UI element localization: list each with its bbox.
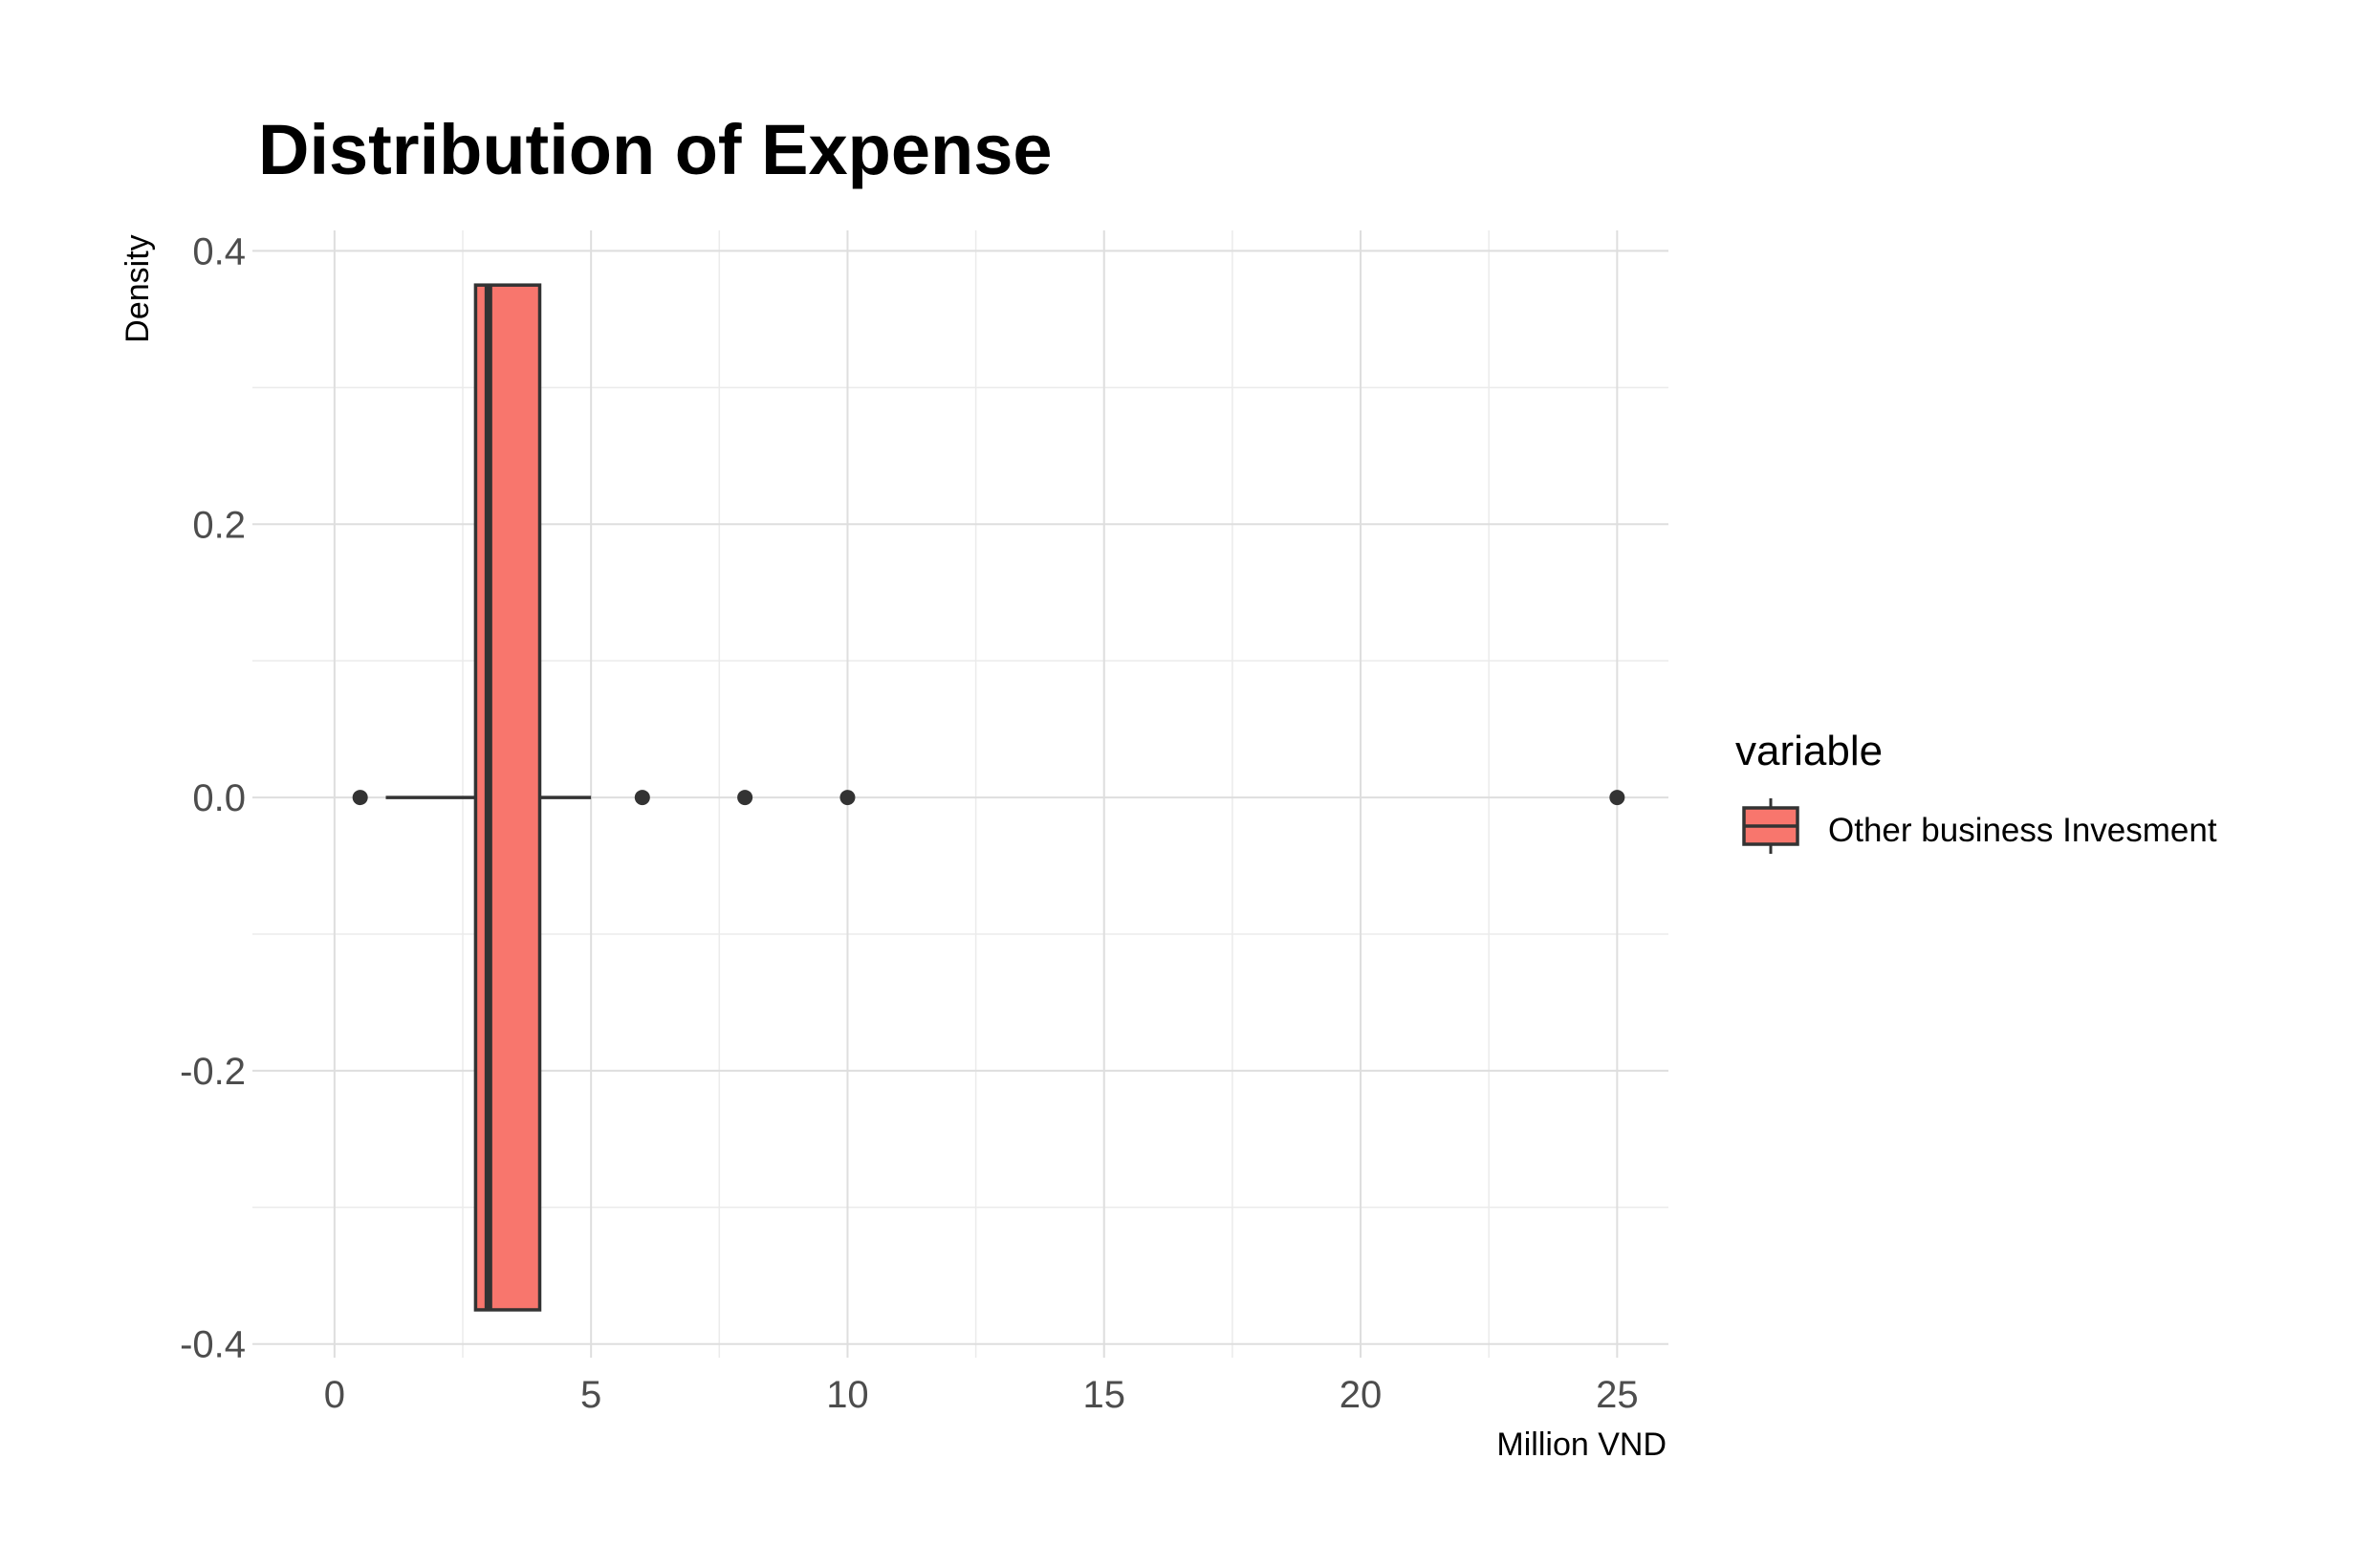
chart-title: Distribution of Expense [258, 110, 1053, 189]
outlier-point [1609, 790, 1625, 806]
legend-key-boxplot-icon [1742, 798, 1799, 854]
x-tick-label: 20 [1340, 1374, 1383, 1416]
y-axis-tick-labels: -0.4 -0.2 0.0 0.2 0.4 [180, 230, 246, 1365]
outlier-point [634, 790, 650, 806]
x-tick-label: 15 [1082, 1374, 1125, 1416]
y-tick-label: -0.2 [180, 1051, 246, 1093]
legend-title: variable [1735, 728, 1883, 774]
x-axis-label: Million VND [1496, 1426, 1667, 1463]
y-tick-label: 0.4 [192, 230, 246, 272]
x-tick-label: 5 [580, 1374, 601, 1416]
legend-item-label: Other business Invesment [1828, 812, 2217, 849]
outlier-point [737, 790, 753, 806]
outlier-point [352, 790, 368, 806]
boxplot-marks [352, 283, 1625, 1312]
y-tick-label: 0.0 [192, 777, 246, 819]
x-tick-label: 0 [324, 1374, 345, 1416]
y-tick-label: 0.2 [192, 504, 246, 546]
y-axis-label: Density [120, 234, 156, 342]
x-tick-label: 10 [826, 1374, 869, 1416]
outlier-point [839, 790, 856, 806]
x-tick-label: 25 [1596, 1374, 1639, 1416]
y-tick-label: -0.4 [180, 1324, 246, 1366]
x-axis-tick-labels: 0 5 10 15 20 25 [324, 1374, 1639, 1416]
legend: variable Other business Invesment [1735, 728, 2217, 854]
